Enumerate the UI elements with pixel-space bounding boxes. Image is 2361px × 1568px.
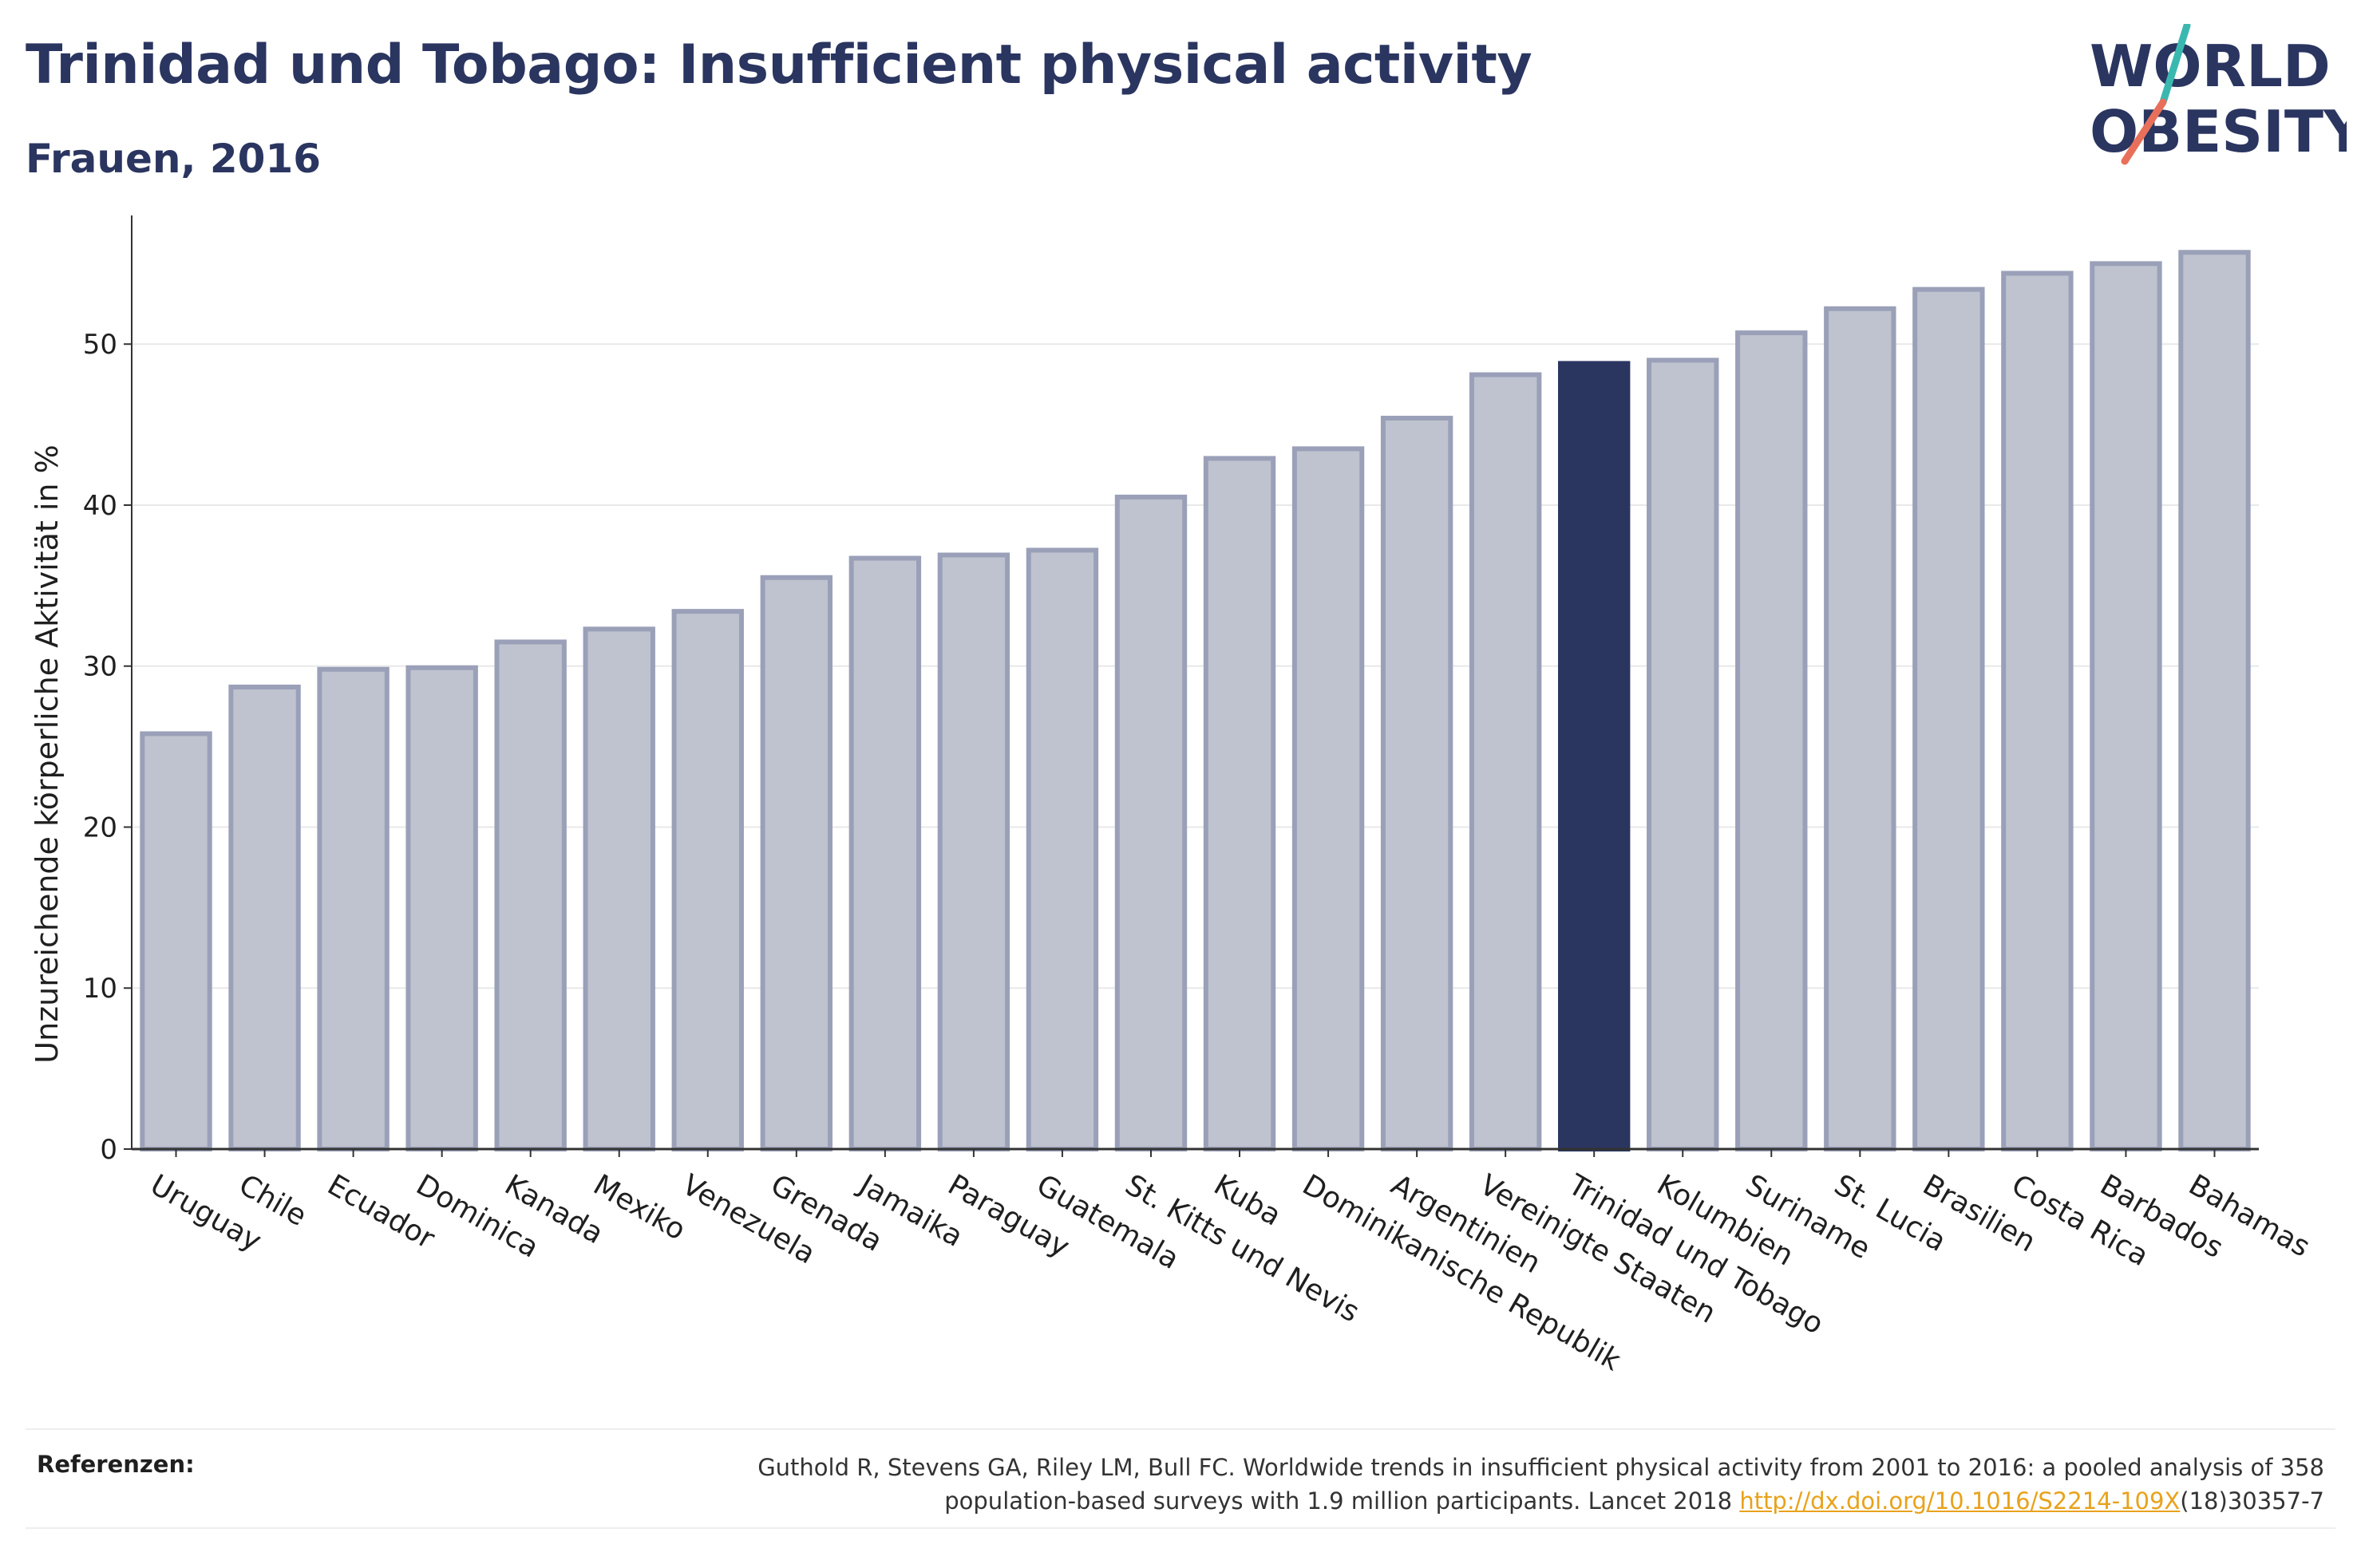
y-tick-label: 40 — [83, 490, 117, 522]
reference-line2-prefix: population-based surveys with 1.9 millio… — [944, 1487, 1740, 1515]
bar-uruguay — [140, 731, 212, 1151]
category-label: Mexiko — [587, 1168, 690, 1246]
world-obesity-logo: WORLD OBESITY — [2090, 24, 2347, 165]
bar-grenada — [760, 575, 833, 1151]
y-tick-label: 20 — [83, 812, 117, 843]
bar-venezuela — [671, 609, 744, 1151]
references-text: Guthold R, Stevens GA, Riley LM, Bull FC… — [568, 1451, 2324, 1518]
y-tick-label: 30 — [83, 651, 117, 683]
logo-slash-teal — [2159, 24, 2191, 106]
logo-slash-coral — [2121, 98, 2167, 165]
bar-jamaika — [848, 555, 922, 1151]
bar-argentinien — [1380, 416, 1453, 1151]
bar-bahamas — [2178, 250, 2251, 1152]
reference-line2-suffix: (18)30357-7 — [2180, 1487, 2324, 1515]
bar-trinidad-und-tobago — [1557, 361, 1631, 1151]
bar-ecuador — [317, 666, 390, 1151]
bar-mexiko — [583, 626, 655, 1151]
bar-kanada — [494, 639, 567, 1151]
bars — [140, 250, 2251, 1152]
bar-costa-rica — [2001, 271, 2074, 1151]
chart-subtitle: Frauen, 2016 — [26, 136, 322, 182]
y-tick-label: 10 — [83, 973, 117, 1005]
doi-link[interactable]: http://dx.doi.org/10.1016/S2214-109X — [1739, 1487, 2181, 1515]
bar-dominikanische-republik — [1291, 446, 1365, 1151]
y-tick-label: 0 — [100, 1134, 117, 1166]
bar-barbados — [2090, 261, 2162, 1152]
references-label: Referenzen: — [37, 1451, 195, 1478]
bar-dominica — [405, 665, 478, 1151]
bar-guatemala — [1026, 547, 1099, 1151]
bar-kuba — [1203, 456, 1276, 1151]
bar-suriname — [1735, 330, 1808, 1151]
bar-kolumbien — [1647, 357, 1719, 1151]
axes: 0 10 20 30 40 50 — [83, 215, 2259, 1166]
bar-chile — [228, 684, 301, 1151]
bar-vereinigte-staaten — [1469, 372, 1542, 1151]
grid-lines — [132, 343, 2259, 989]
bar-paraguay — [937, 552, 1010, 1151]
y-axis-title: Unzureichende körperliche Aktivität in % — [30, 444, 65, 1063]
logo-line1: WORLD — [2090, 33, 2331, 100]
references-footer: Referenzen: Guthold R, Stevens GA, Riley… — [26, 1428, 2335, 1529]
y-tick-label: 50 — [83, 329, 117, 361]
chart-title: Trinidad und Tobago: Insufficient physic… — [26, 34, 1532, 97]
bar-st-kitts-und-nevis — [1114, 494, 1188, 1151]
reference-line1: Guthold R, Stevens GA, Riley LM, Bull FC… — [757, 1454, 2324, 1481]
bar-st-lucia — [1824, 306, 1896, 1151]
bar-brasilien — [1912, 286, 1985, 1151]
